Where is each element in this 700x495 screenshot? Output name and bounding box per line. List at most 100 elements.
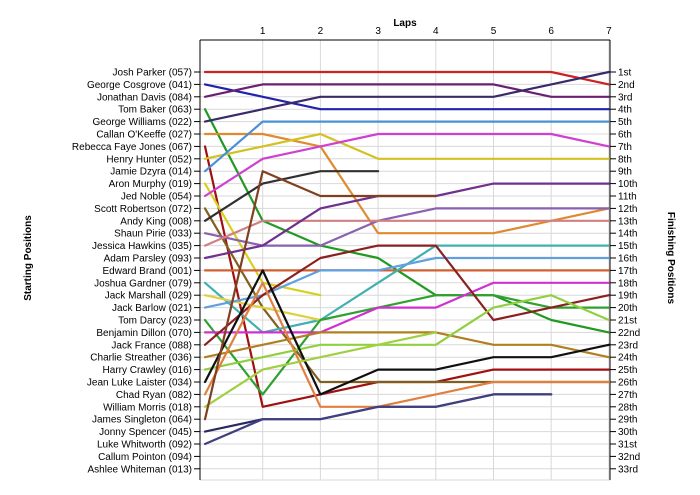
finishing-position-label: 1st <box>618 68 632 79</box>
series-line-14 <box>203 207 611 247</box>
plot-area <box>199 39 611 481</box>
starting-position-label: Adam Parsley (093) <box>104 254 192 265</box>
starting-position-label: Scott Robertson (072) <box>94 204 192 215</box>
finishing-position-label: 13th <box>618 216 637 227</box>
y-axis-right-title: Finishing Positions <box>665 212 676 305</box>
starting-position-label: Benjamin Dillon (070) <box>96 328 192 339</box>
finishing-position-label: 15th <box>618 241 637 252</box>
finishing-position-label: 2nd <box>618 80 635 91</box>
y-axis-left: Josh Parker (057)George Cosgrove (041)Jo… <box>72 40 201 480</box>
starting-position-label: Jean Luke Laister (034) <box>87 378 192 389</box>
x-tick-label: 2 <box>318 26 324 37</box>
x-tick-label: 7 <box>606 26 612 37</box>
starting-position-label: Jonathan Davis (084) <box>97 92 192 103</box>
starting-position-label: Joshua Gardner (079) <box>94 278 192 289</box>
series-line-9 <box>203 120 611 173</box>
finishing-position-label: 17th <box>618 266 637 277</box>
finishing-position-label: 24th <box>618 353 637 364</box>
series-line-2 <box>203 83 611 111</box>
finishing-position-label: 6th <box>618 130 632 141</box>
series-lines <box>203 70 611 446</box>
finishing-position-label: 32nd <box>618 452 640 463</box>
starting-position-label: Jack Marshall (029) <box>105 291 192 302</box>
starting-position-label: Ashlee Whiteman (013) <box>88 464 193 475</box>
starting-position-label: Luke Whitworth (092) <box>97 440 192 451</box>
finishing-position-label: 11th <box>618 192 637 203</box>
finishing-position-label: 3rd <box>618 92 632 103</box>
finishing-position-label: 19th <box>618 291 637 302</box>
starting-position-label: Henry Hunter (052) <box>106 154 192 165</box>
finishing-position-label: 14th <box>618 229 637 240</box>
finishing-position-label: 22nd <box>618 328 640 339</box>
series-line-13 <box>203 170 380 222</box>
finishing-position-label: 12th <box>618 204 637 215</box>
x-tick-label: 4 <box>433 26 439 37</box>
series-line-8 <box>203 132 611 160</box>
finishing-position-label: 7th <box>618 142 632 153</box>
starting-position-label: Callan O'Keeffe (027) <box>96 130 192 141</box>
series-line-21 <box>203 294 611 396</box>
series-line-28 <box>203 331 437 408</box>
finishing-position-label: 4th <box>618 105 632 116</box>
finishing-position-label: 23rd <box>618 340 638 351</box>
series-line-29 <box>203 170 437 421</box>
finishing-position-label: 9th <box>618 167 632 178</box>
x-axis-title: Laps <box>393 18 417 29</box>
starting-position-label: James Singleton (064) <box>92 415 192 426</box>
finishing-position-label: 21st <box>618 316 637 327</box>
starting-position-label: Shaun Pirie (033) <box>114 229 192 240</box>
series-line-15 <box>203 219 611 247</box>
starting-position-label: Jessica Hawkins (035) <box>92 241 192 252</box>
y-axis-left-title: Starting Positions <box>23 215 34 301</box>
x-tick-label: 3 <box>375 26 381 37</box>
series-line-3 <box>203 83 611 98</box>
starting-position-label: Jack France (088) <box>111 340 192 351</box>
series-line-1 <box>203 70 611 86</box>
y-axis-right: 1st2nd3rd4th5th6th7th8th9th10th11th12th1… <box>609 40 640 480</box>
series-line-22 <box>203 281 611 334</box>
series-line-19 <box>203 294 322 322</box>
starting-position-label: Tom Darcy (023) <box>118 316 192 327</box>
finishing-position-label: 28th <box>618 402 637 413</box>
starting-position-label: Jack Barlow (021) <box>112 303 192 314</box>
starting-position-label: William Morris (018) <box>103 402 192 413</box>
x-axis: 1 2 3 4 5 6 7 <box>200 26 612 41</box>
finishing-position-label: 29th <box>618 415 637 426</box>
finishing-position-label: 33rd <box>618 464 638 475</box>
series-line-6 <box>203 132 611 235</box>
finishing-position-label: 18th <box>618 278 637 289</box>
finishing-position-label: 5th <box>618 117 632 128</box>
starting-position-label: Jonny Spencer (045) <box>99 427 192 438</box>
finishing-position-label: 31st <box>618 440 637 451</box>
starting-position-label: Josh Parker (057) <box>113 68 192 79</box>
series-line-11 <box>203 132 611 198</box>
starting-position-label: Charlie Streather (036) <box>90 353 192 364</box>
starting-position-label: Andy King (008) <box>120 216 192 227</box>
finishing-position-label: 27th <box>618 390 637 401</box>
series-line-24 <box>203 331 611 359</box>
x-tick-label: 6 <box>548 26 554 37</box>
series-line-26 <box>203 269 611 396</box>
x-tick-label: 5 <box>491 26 497 37</box>
starting-position-label: Edward Brand (001) <box>103 266 193 277</box>
finishing-position-label: 8th <box>618 154 632 165</box>
finishing-position-label: 10th <box>618 179 637 190</box>
finishing-position-label: 25th <box>618 365 637 376</box>
starting-position-label: Aron Murphy (019) <box>109 179 192 190</box>
finishing-position-label: 30th <box>618 427 637 438</box>
finishing-position-label: 20th <box>618 303 637 314</box>
starting-position-label: George Williams (022) <box>93 117 192 128</box>
finishing-position-label: 16th <box>618 254 637 265</box>
series-line-27 <box>203 281 611 408</box>
starting-position-label: George Cosgrove (041) <box>87 80 192 91</box>
starting-position-label: Tom Baker (063) <box>118 105 192 116</box>
series-line-25 <box>203 294 611 371</box>
starting-position-label: Harry Crawley (016) <box>103 365 192 376</box>
starting-position-label: Jed Noble (054) <box>121 192 192 203</box>
series-line-4 <box>203 108 611 334</box>
starting-position-label: Rebecca Faye Jones (067) <box>72 142 192 153</box>
finishing-position-label: 26th <box>618 378 637 389</box>
starting-position-label: Callum Pointon (094) <box>98 452 192 463</box>
starting-position-label: Jamie Dzyra (014) <box>110 167 192 178</box>
